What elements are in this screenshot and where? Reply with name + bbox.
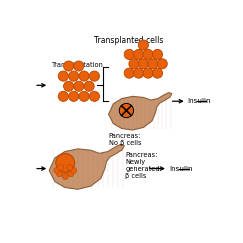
Polygon shape	[109, 93, 172, 130]
Circle shape	[152, 68, 163, 78]
Text: Pancreas:
Newly
generated
β cells: Pancreas: Newly generated β cells	[125, 152, 160, 179]
Circle shape	[148, 59, 158, 69]
Circle shape	[58, 91, 69, 101]
Circle shape	[124, 49, 134, 60]
Circle shape	[152, 49, 163, 60]
Circle shape	[129, 59, 139, 69]
Circle shape	[89, 91, 99, 101]
Text: Insulin: Insulin	[169, 165, 192, 172]
Circle shape	[134, 49, 144, 60]
Circle shape	[71, 167, 77, 174]
Circle shape	[74, 61, 84, 71]
Circle shape	[56, 154, 75, 172]
Circle shape	[69, 71, 79, 81]
Circle shape	[74, 81, 84, 91]
Circle shape	[138, 40, 148, 50]
Circle shape	[119, 104, 134, 118]
Circle shape	[63, 81, 74, 91]
Circle shape	[138, 59, 148, 69]
Circle shape	[84, 81, 94, 91]
Circle shape	[157, 59, 167, 69]
Circle shape	[143, 49, 153, 60]
Circle shape	[68, 171, 74, 177]
Text: Insulin: Insulin	[188, 98, 211, 104]
Polygon shape	[49, 144, 124, 189]
Circle shape	[79, 91, 89, 101]
Circle shape	[63, 61, 74, 71]
Circle shape	[58, 165, 63, 171]
Text: Transplantation: Transplantation	[52, 61, 103, 68]
Circle shape	[58, 71, 69, 81]
Text: Transplanted cells: Transplanted cells	[94, 36, 163, 45]
Circle shape	[67, 165, 73, 171]
Circle shape	[62, 174, 68, 179]
Text: Pancreas:
No β cells: Pancreas: No β cells	[109, 133, 141, 146]
Circle shape	[54, 167, 60, 174]
Circle shape	[69, 91, 79, 101]
Circle shape	[79, 71, 89, 81]
Circle shape	[143, 68, 153, 78]
Circle shape	[89, 71, 99, 81]
Circle shape	[57, 171, 63, 177]
Circle shape	[124, 68, 134, 78]
Circle shape	[134, 68, 144, 78]
